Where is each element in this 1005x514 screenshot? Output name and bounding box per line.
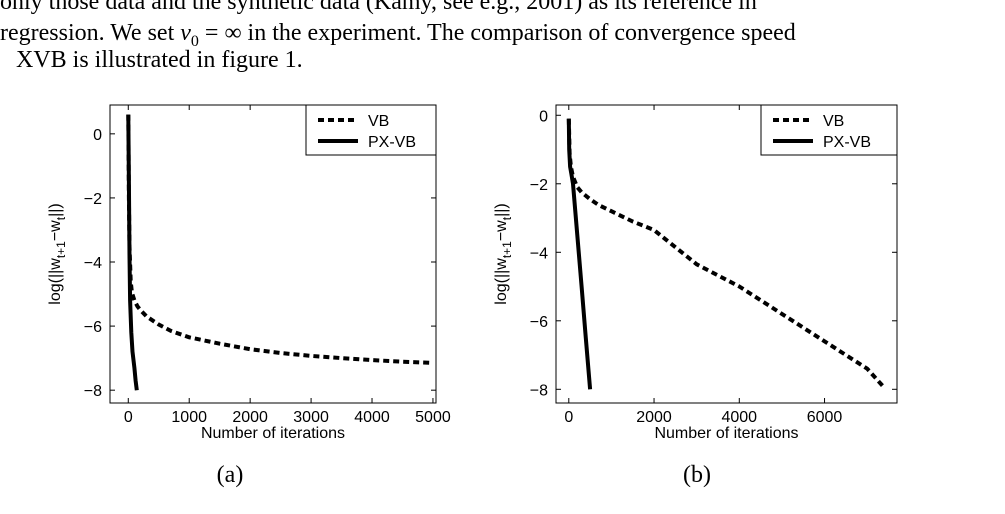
x-tick-label: 2000 [636,409,672,426]
chart-a: 0 1000 2000 3000 4000 5000 0 −2 −4 −6 −8 Number of … [47,104,451,488]
y-axis-label: log(||wt+1−wt||) [493,203,514,304]
y-tick-label: 0 [93,127,102,144]
plot-frame [555,104,898,404]
x-tick-label: 0 [564,409,573,426]
math-symbol-v: v [180,20,191,46]
legend-label-vb: VB [368,113,389,130]
legend-box [305,104,437,156]
legend-label-px-vb: PX-VB [368,134,416,151]
paragraph-line-2: regression. We set v0 = ∞ in the experim… [0,20,796,51]
legend-label-vb: VB [823,113,844,130]
series-line-px-vb [566,118,593,390]
plot-frame [109,104,437,404]
y-tick-label: −6 [84,319,102,336]
paragraph-line-3: XVB is illustrated in figure 1. [16,47,303,73]
x-axis-label: Number of iterations [654,425,798,442]
y-tick-label: 0 [539,108,548,125]
line2-rest: = ∞ in the experiment. The comparison of… [198,20,796,46]
y-tick-label: −4 [84,255,102,272]
y-axis-label: log(||wt+1−wt||) [47,203,68,304]
y-tick-label: −4 [530,245,548,262]
x-axis-label: Number of iterations [201,425,345,442]
legend-label-px-vb: PX-VB [823,134,871,151]
x-tick-label: 1000 [171,409,207,426]
x-tick-label: 2000 [232,409,268,426]
x-tick-label: 3000 [293,409,329,426]
series-line-vb [126,114,434,365]
chart-b: 0 2000 4000 6000 0 −2 −4 −6 −8 Number of iteratio… [493,104,898,488]
legend-box [760,104,898,156]
y-tick-label: −2 [84,191,102,208]
x-tick-label: 5000 [415,409,451,426]
y-tick-label: −6 [530,314,548,331]
paragraph-line-1: only those data and the synthetic data (… [0,0,757,15]
series-line-px-vb [126,114,139,391]
y-tick-label: −8 [84,383,102,400]
x-tick-label: 0 [124,409,133,426]
y-tick-label: −2 [530,177,548,194]
line2-prefix: regression. We set [0,20,181,46]
x-tick-label: 4000 [354,409,390,426]
x-tick-label: 4000 [721,409,757,426]
x-tick-label: 6000 [807,409,843,426]
y-tick-label: −8 [530,382,548,399]
series-line-vb [566,118,886,389]
figure-caption: (a) [217,462,244,488]
math-subscript: 0 [190,32,199,50]
figure-caption: (b) [683,462,711,488]
